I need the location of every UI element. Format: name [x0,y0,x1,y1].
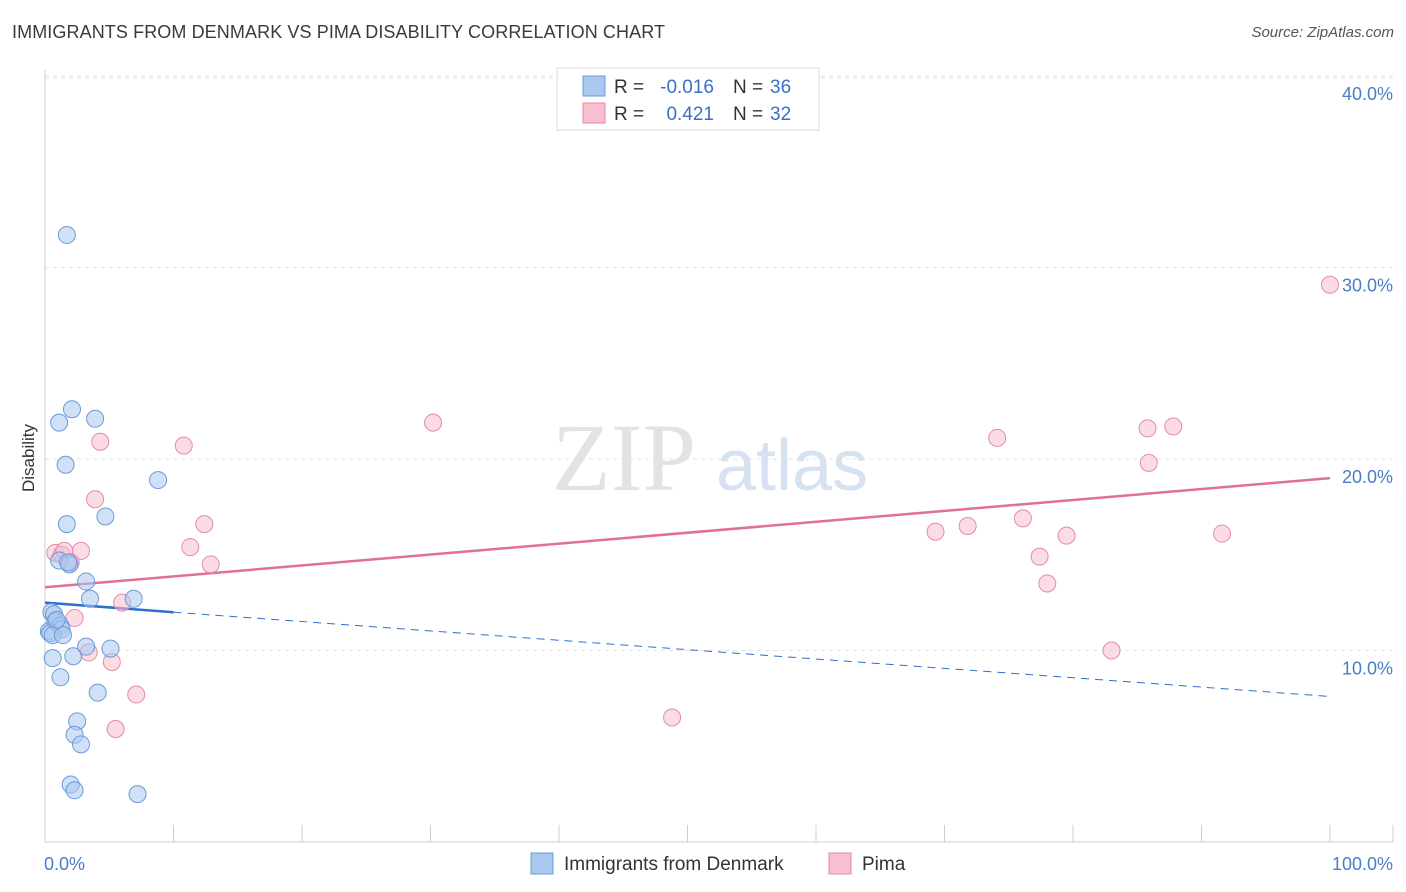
point-pima-11 [926,522,945,541]
point-pima-29 [106,720,125,739]
x-tick-labels: 0.0% 100.0% [44,854,1393,874]
point-pima-26 [1102,641,1121,660]
point-pima-4 [1164,417,1183,436]
trend-line-denmark [44,601,174,614]
point-pima-1 [424,413,443,432]
trend-line-pima [44,476,1331,589]
point-pima-0 [1321,275,1339,294]
point-pima-6 [91,432,110,451]
point-denmark-6 [57,515,76,534]
point-pima-9 [195,515,214,534]
y-tick-label-2: 30.0% [1342,276,1393,296]
point-denmark-33 [65,781,84,800]
point-denmark-23 [77,637,96,656]
chart-title: IMMIGRANTS FROM DENMARK VS PIMA DISABILI… [12,22,666,42]
point-denmark-7 [96,507,115,526]
point-pima-5 [174,436,193,455]
y-tick-labels: 10.0% 20.0% 30.0% 40.0% [1342,84,1393,679]
legend-n-label-2: N = [733,104,763,125]
point-denmark-35 [47,610,66,629]
point-denmark-10 [59,553,78,572]
point-denmark-13 [124,589,143,608]
series-legend-label-pima: Pima [862,854,906,875]
legend-n-value-1: 36 [770,77,791,98]
point-denmark-2 [86,409,105,428]
watermark-zip: ZIP [552,404,696,511]
point-pima-8 [86,490,105,509]
legend-n-value-2: 32 [770,104,791,125]
watermark: ZIP atlas [552,404,868,511]
x-tick-label-1: 100.0% [1332,854,1393,874]
point-denmark-25 [64,647,83,666]
point-pima-14 [1213,524,1232,543]
y-tick-label-3: 40.0% [1342,84,1393,104]
point-pima-10 [1013,509,1032,528]
point-pima-27 [127,685,146,704]
legend-r-label-2: R = [614,104,644,125]
y-tick-label-1: 20.0% [1342,467,1393,487]
point-pima-3 [1138,419,1157,438]
correlation-legend: R = -0.016 N = 36 R = 0.421 N = 32 [556,67,820,131]
series-legend-swatch-pima [828,852,852,875]
point-denmark-1 [62,400,81,419]
point-pima-21 [1038,574,1057,593]
point-pima-19 [1030,547,1049,566]
point-pima-20 [201,555,220,574]
axes [44,70,1394,843]
legend-swatch-pink [582,102,606,124]
point-denmark-3 [50,413,69,432]
data-points [39,225,1339,804]
point-denmark-34 [128,785,147,804]
legend-n-label-1: N = [733,77,763,98]
source-credit: Source: ZipAtlas.com [1251,24,1394,41]
x-tick-label-0: 0.0% [44,854,85,874]
legend-r-label-1: R = [614,77,644,98]
series-legend-swatch-denmark [530,852,554,875]
point-denmark-0 [57,225,76,244]
point-denmark-24 [101,639,120,658]
point-pima-28 [663,708,682,727]
series-legend: Immigrants from Denmark Pima [530,852,906,875]
gridlines [45,75,1395,651]
legend-swatch-blue [582,75,606,97]
point-pima-7 [1139,453,1158,472]
legend-r-value-2: 0.421 [666,104,714,125]
point-denmark-12 [80,589,99,608]
point-denmark-26 [43,649,62,668]
point-denmark-5 [149,471,168,490]
point-pima-2 [988,428,1007,447]
point-pima-12 [958,517,977,536]
series-legend-label-denmark: Immigrants from Denmark [564,854,784,875]
point-denmark-31 [71,735,90,754]
y-tick-label-0: 10.0% [1342,659,1393,679]
trend-line-denmark-dashed [173,611,1331,697]
y-axis-label: Disability [19,423,38,492]
point-denmark-28 [88,683,107,702]
point-denmark-27 [51,668,70,687]
point-denmark-11 [77,572,96,591]
trend-lines [44,476,1331,697]
point-denmark-22 [53,626,72,645]
point-pima-13 [1057,526,1076,545]
point-pima-15 [181,538,200,557]
point-pima-23 [65,608,84,627]
legend-r-value-1: -0.016 [660,77,714,98]
point-denmark-4 [56,455,75,474]
watermark-atlas: atlas [716,426,868,506]
